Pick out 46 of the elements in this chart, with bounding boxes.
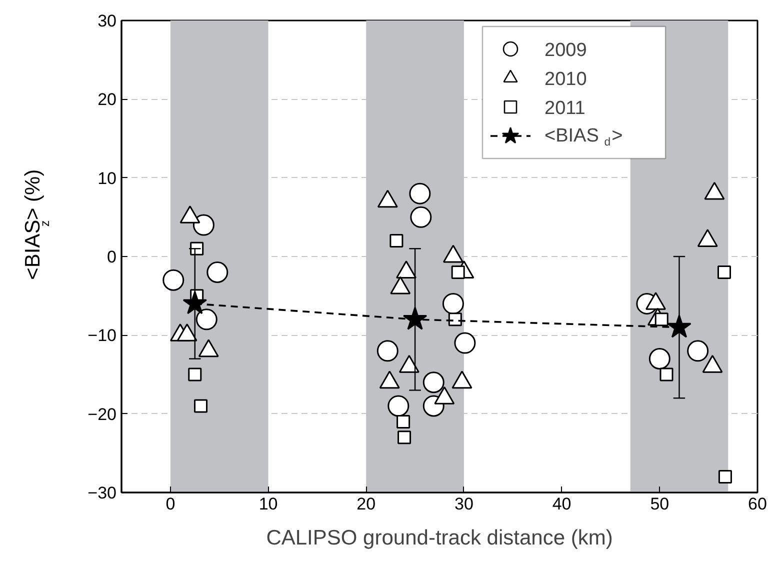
x-tick-label: 20 xyxy=(356,494,376,514)
y-tick-label: −20 xyxy=(88,404,117,424)
x-tick-label: 0 xyxy=(166,494,176,514)
point xyxy=(182,290,208,314)
x-axis-title: CALIPSO ground-track distance (km) xyxy=(266,526,613,550)
point xyxy=(398,430,412,444)
y-tick-label: −10 xyxy=(88,326,117,346)
x-tick-label: 50 xyxy=(650,494,670,514)
legend-label: 2011 xyxy=(544,98,586,119)
point xyxy=(422,372,444,394)
point xyxy=(396,414,410,428)
point xyxy=(409,182,431,204)
legend-label: 2010 xyxy=(544,69,587,90)
y-axis-title: <BIASz> (%) xyxy=(22,169,52,280)
y-tick-label: 0 xyxy=(107,248,117,266)
point xyxy=(448,312,462,326)
point xyxy=(410,206,432,228)
point xyxy=(376,340,398,362)
point xyxy=(162,269,184,291)
x-tick-label: 30 xyxy=(454,494,474,514)
x-tick-label: 60 xyxy=(748,494,767,514)
point xyxy=(192,214,214,236)
y-tick-label: 30 xyxy=(98,12,117,30)
x-tick-label: 40 xyxy=(552,494,572,514)
point xyxy=(390,234,404,248)
point xyxy=(402,306,428,330)
legend-label: 2009 xyxy=(544,40,587,61)
point xyxy=(442,292,464,314)
point xyxy=(718,470,732,484)
point xyxy=(660,368,674,382)
x-tick-label: 10 xyxy=(258,494,278,514)
point xyxy=(188,368,202,382)
point xyxy=(194,399,208,413)
point xyxy=(206,262,228,283)
point xyxy=(654,312,668,326)
point xyxy=(388,395,410,417)
point xyxy=(196,308,218,330)
y-tick-label: −30 xyxy=(88,484,117,502)
point xyxy=(687,340,709,362)
point xyxy=(648,348,670,370)
point xyxy=(717,265,731,279)
y-tick-label: 10 xyxy=(98,168,117,188)
point xyxy=(667,314,692,338)
point xyxy=(454,332,476,354)
y-tick-label: 20 xyxy=(98,90,117,110)
point xyxy=(451,265,465,279)
